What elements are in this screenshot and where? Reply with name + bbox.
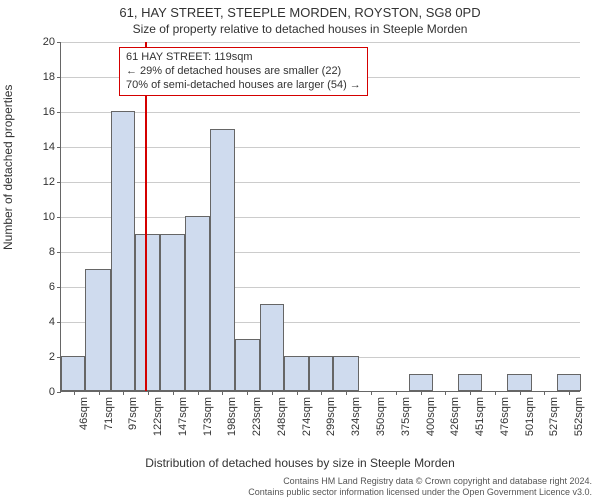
x-tick-label: 299sqm [325, 397, 337, 436]
x-tick-label: 274sqm [301, 397, 313, 436]
gridline-h [61, 182, 580, 183]
histogram-bar [309, 356, 333, 391]
x-tick [421, 391, 422, 395]
x-tick-label: 198sqm [226, 397, 238, 436]
y-tick-label: 4 [49, 316, 55, 328]
y-tick-label: 14 [43, 141, 55, 153]
histogram-bar [111, 111, 135, 391]
x-tick-label: 173sqm [202, 397, 214, 436]
callout-line-3: 70% of semi-detached houses are larger (… [126, 79, 361, 93]
y-tick-label: 20 [43, 36, 55, 48]
histogram-bar [458, 374, 482, 392]
y-tick [57, 182, 61, 183]
x-tick [74, 391, 75, 395]
chart-container: { "title": "61, HAY STREET, STEEPLE MORD… [0, 0, 600, 500]
x-tick [247, 391, 248, 395]
x-tick-label: 71sqm [103, 397, 115, 430]
x-tick [222, 391, 223, 395]
y-tick-label: 12 [43, 176, 55, 188]
footer-line-1: Contains HM Land Registry data © Crown c… [248, 476, 592, 487]
y-tick [57, 147, 61, 148]
y-tick [57, 217, 61, 218]
histogram-bar [284, 356, 308, 391]
chart-subtitle: Size of property relative to detached ho… [0, 22, 600, 36]
x-tick-label: 248sqm [276, 397, 288, 436]
histogram-bar [409, 374, 433, 392]
x-tick-label: 476sqm [499, 397, 511, 436]
y-tick-label: 18 [43, 71, 55, 83]
y-tick-label: 6 [49, 281, 55, 293]
x-tick [297, 391, 298, 395]
histogram-bar [61, 356, 85, 391]
x-tick [346, 391, 347, 395]
histogram-bar [333, 356, 358, 391]
plot-area: 0246810121416182046sqm71sqm97sqm122sqm14… [60, 42, 580, 392]
x-tick-label: 122sqm [152, 397, 164, 436]
x-tick [470, 391, 471, 395]
y-tick [57, 252, 61, 253]
x-tick-label: 527sqm [548, 397, 560, 436]
x-tick-label: 552sqm [573, 397, 585, 436]
footer-line-2: Contains public sector information licen… [248, 487, 592, 498]
gridline-h [61, 42, 580, 43]
histogram-bar [185, 216, 209, 391]
x-tick-label: 46sqm [78, 397, 90, 430]
y-tick-label: 8 [49, 246, 55, 258]
x-tick [445, 391, 446, 395]
x-tick-label: 426sqm [449, 397, 461, 436]
x-tick-label: 97sqm [127, 397, 139, 430]
x-tick [148, 391, 149, 395]
chart-title: 61, HAY STREET, STEEPLE MORDEN, ROYSTON,… [0, 5, 600, 20]
x-axis-label: Distribution of detached houses by size … [0, 456, 600, 470]
histogram-bar [85, 269, 110, 392]
x-tick [520, 391, 521, 395]
x-tick-label: 451sqm [474, 397, 486, 436]
y-tick [57, 42, 61, 43]
y-axis-label: Number of detached properties [1, 85, 15, 250]
histogram-bar [160, 234, 185, 392]
x-tick [495, 391, 496, 395]
x-tick [569, 391, 570, 395]
x-tick [173, 391, 174, 395]
y-tick [57, 77, 61, 78]
x-tick-label: 147sqm [177, 397, 189, 436]
x-tick-label: 223sqm [251, 397, 263, 436]
callout-line-2: ← 29% of detached houses are smaller (22… [126, 65, 361, 79]
x-tick-label: 501sqm [524, 397, 536, 436]
x-tick [198, 391, 199, 395]
x-tick-label: 375sqm [400, 397, 412, 436]
x-tick-label: 400sqm [425, 397, 437, 436]
histogram-bar [507, 374, 532, 392]
x-tick-label: 324sqm [350, 397, 362, 436]
x-tick [272, 391, 273, 395]
y-tick-label: 10 [43, 211, 55, 223]
property-callout: 61 HAY STREET: 119sqm← 29% of detached h… [119, 47, 368, 96]
gridline-h [61, 217, 580, 218]
histogram-bar [135, 234, 159, 392]
gridline-h [61, 112, 580, 113]
x-tick [99, 391, 100, 395]
y-tick-label: 16 [43, 106, 55, 118]
x-tick [123, 391, 124, 395]
callout-line-1: 61 HAY STREET: 119sqm [126, 51, 361, 65]
attribution-footer: Contains HM Land Registry data © Crown c… [248, 476, 592, 498]
gridline-h [61, 147, 580, 148]
x-tick [396, 391, 397, 395]
histogram-bar [557, 374, 581, 392]
y-tick-label: 2 [49, 351, 55, 363]
y-tick [57, 392, 61, 393]
x-tick [544, 391, 545, 395]
histogram-bar [260, 304, 284, 392]
y-tick-label: 0 [49, 386, 55, 398]
x-tick [371, 391, 372, 395]
x-tick [321, 391, 322, 395]
histogram-bar [235, 339, 259, 392]
histogram-bar [210, 129, 235, 392]
y-tick [57, 287, 61, 288]
y-tick [57, 112, 61, 113]
y-tick [57, 322, 61, 323]
x-tick-label: 350sqm [375, 397, 387, 436]
